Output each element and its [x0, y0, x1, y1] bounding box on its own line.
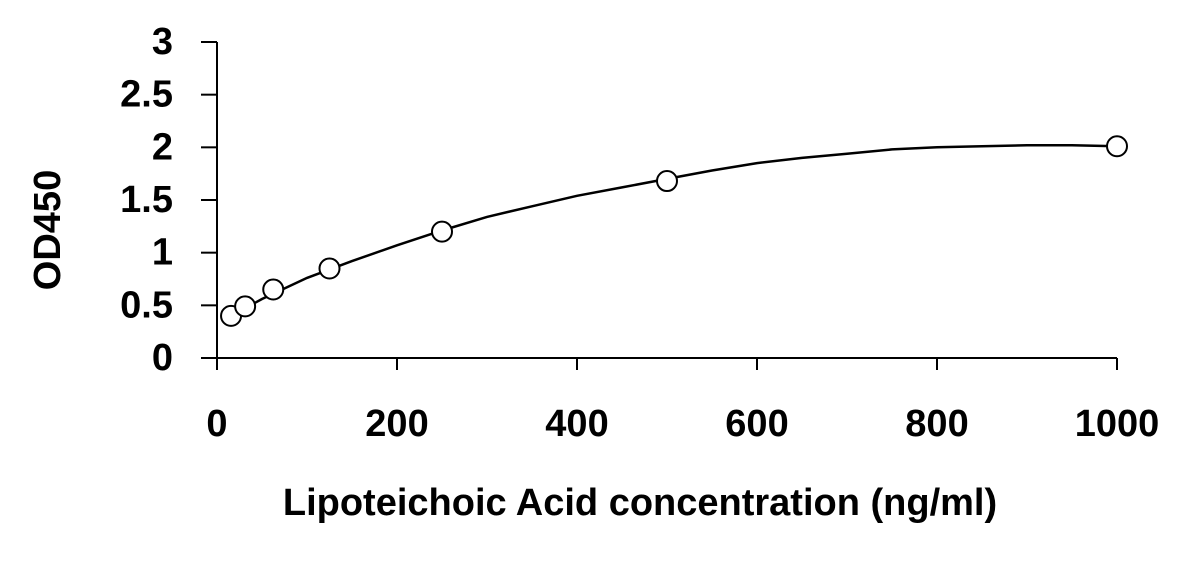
data-point [431, 220, 453, 243]
y-tick-label: 1 [152, 232, 173, 274]
y-tick-label: 0 [152, 337, 173, 379]
x-tick-label: 200 [365, 403, 428, 445]
x-axis-title: Lipoteichoic Acid concentration (ng/ml) [283, 482, 997, 524]
x-tick-label: 0 [206, 403, 227, 445]
x-tick-label: 600 [725, 403, 788, 445]
y-axis-title: OD450 [27, 170, 69, 290]
data-point [656, 170, 678, 193]
y-tick-label: 3 [152, 21, 173, 63]
fit-curve [230, 143, 1118, 317]
x-tick-label: 1000 [1075, 403, 1160, 445]
data-point [234, 295, 257, 318]
data-point [318, 257, 341, 280]
y-tick-label: 2 [152, 126, 173, 168]
y-tick-label: 1.5 [120, 179, 173, 221]
y-tick-label: 2.5 [120, 74, 173, 116]
data-point [262, 278, 285, 301]
y-tick-label: 0.5 [120, 284, 173, 326]
x-tick-label: 400 [545, 403, 608, 445]
x-tick-label: 800 [905, 403, 968, 445]
data-point [1106, 135, 1128, 158]
